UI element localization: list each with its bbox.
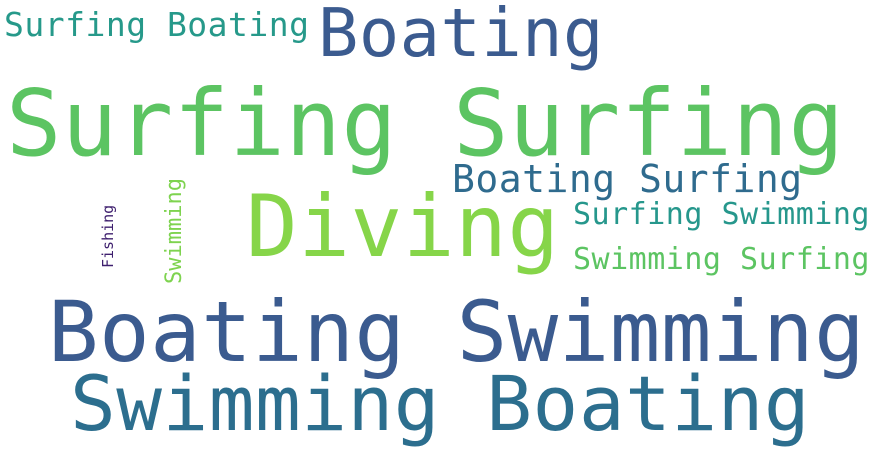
word-boating-surfing: Boating Surfing [452, 157, 803, 201]
word-diving: Diving [246, 177, 560, 277]
word-swimming-surfing: Swimming Surfing [573, 242, 870, 277]
word-boating-swimming: Boating Swimming [48, 283, 866, 381]
word-surfing-swimming: Surfing Swimming [573, 197, 870, 232]
word-swimming-vertical: Swimming [162, 178, 187, 284]
word-boating: Boating [318, 0, 604, 72]
word-swimming-boating: Swimming Boating [70, 359, 811, 448]
word-fishing-vertical: Fishing [99, 204, 117, 268]
word-surfing-boating-small: Surfing Boating [4, 5, 310, 44]
word-surfing-surfing: Surfing Surfing [6, 70, 845, 177]
